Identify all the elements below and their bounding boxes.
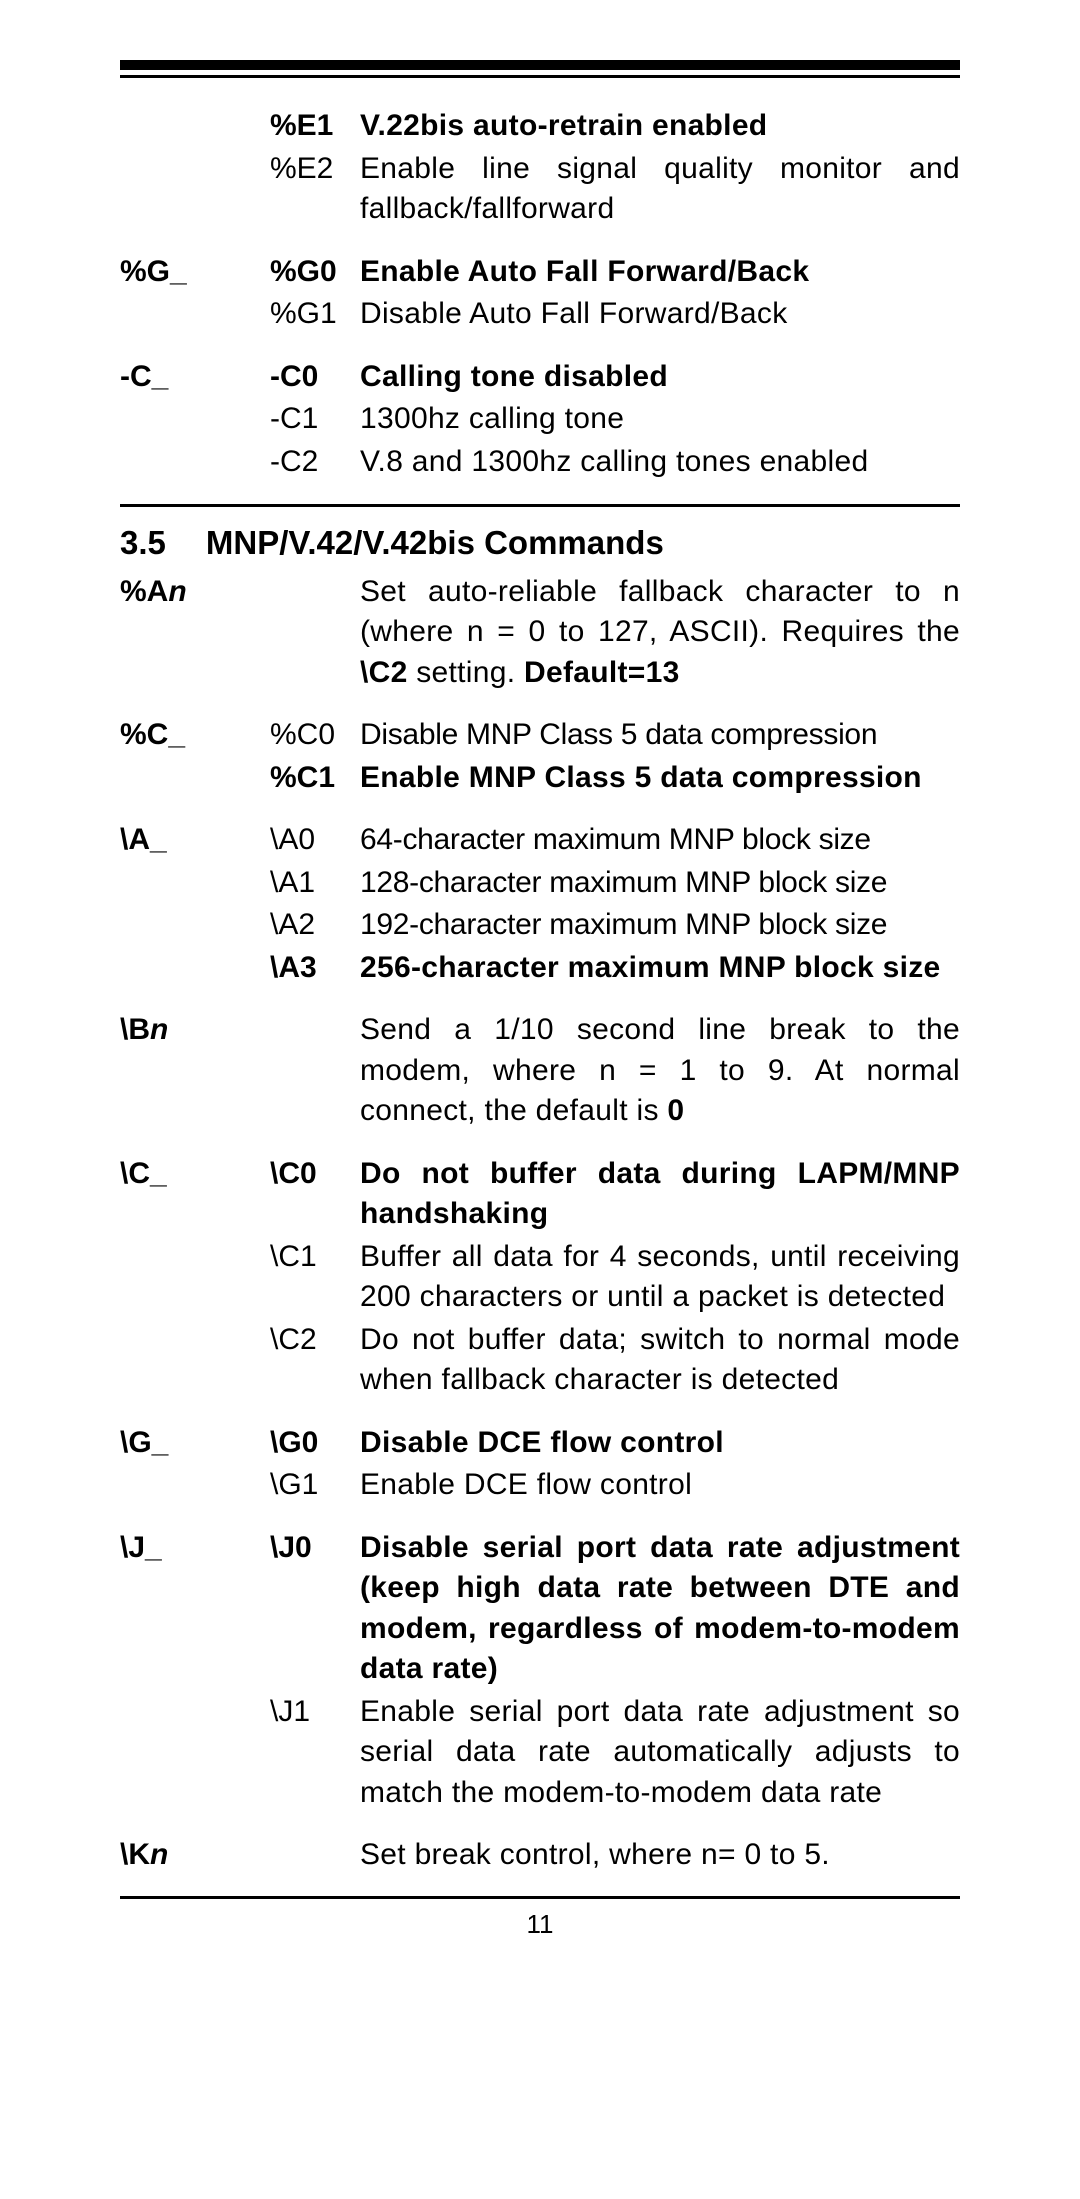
desc: Enable DCE flow control — [360, 1465, 960, 1506]
code: \A2 — [270, 905, 360, 946]
desc: 128-character maximum MNP block size — [360, 863, 960, 904]
desc: Do not buffer data; switch to normal mod… — [360, 1320, 960, 1401]
desc: Buffer all data for 4 seconds, until rec… — [360, 1237, 960, 1318]
desc: Disable serial port data rate adjustment… — [360, 1528, 960, 1690]
cmd-key: %G_ — [120, 252, 270, 293]
section-name: MNP/V.42/V.42bis Commands — [206, 521, 664, 566]
desc: V.8 and 1300hz calling tones enabled — [360, 442, 960, 483]
desc: Enable serial port data rate adjustment … — [360, 1692, 960, 1814]
code: -C1 — [270, 399, 360, 440]
desc: Disable MNP Class 5 data compression — [360, 715, 960, 756]
group-G: %G_ %G0 Enable Auto Fall Forward/Back %G… — [120, 252, 960, 335]
cmd-key: \C_ — [120, 1154, 270, 1195]
code: %E1 — [270, 106, 360, 147]
desc: Disable Auto Fall Forward/Back — [360, 294, 960, 335]
code: %E2 — [270, 149, 360, 190]
cmd-key: \G_ — [120, 1423, 270, 1464]
desc: 192-character maximum MNP block size — [360, 905, 960, 946]
desc: Calling tone disabled — [360, 357, 960, 398]
cmd-key: %C_ — [120, 715, 270, 756]
code: \G0 — [270, 1423, 360, 1464]
code: -C2 — [270, 442, 360, 483]
group-bsJ: \J_ \J0 Disable serial port data rate ad… — [120, 1528, 960, 1814]
code: \G1 — [270, 1465, 360, 1506]
desc: Set break control, where n= 0 to 5. — [360, 1835, 960, 1876]
code: \A3 — [270, 948, 360, 989]
group-Kn: \Kn Set break control, where n= 0 to 5. — [120, 1835, 960, 1876]
desc: Send a 1/10 second line break to the mod… — [360, 1010, 960, 1132]
desc: Enable MNP Class 5 data compression — [360, 758, 960, 799]
cmd-key: -C_ — [120, 357, 270, 398]
code: \A1 — [270, 863, 360, 904]
code: \J0 — [270, 1528, 360, 1569]
desc: 256-character maximum MNP block size — [360, 948, 960, 989]
desc: Do not buffer data during LAPM/MNP hands… — [360, 1154, 960, 1235]
desc: Set auto-reliable fallback character to … — [360, 572, 960, 694]
code: \C2 — [270, 1320, 360, 1361]
cmd-key: \Kn — [120, 1835, 270, 1876]
code: \J1 — [270, 1692, 360, 1733]
group-bsC: \C_ \C0 Do not buffer data during LAPM/M… — [120, 1154, 960, 1401]
group-Bn: \Bn Send a 1/10 second line break to the… — [120, 1010, 960, 1132]
desc: Enable Auto Fall Forward/Back — [360, 252, 960, 293]
desc: V.22bis auto-retrain enabled — [360, 106, 960, 147]
desc: 1300hz calling tone — [360, 399, 960, 440]
cmd-key: \A_ — [120, 820, 270, 861]
group-An: %An Set auto-reliable fallback character… — [120, 572, 960, 694]
cmd-key: \J_ — [120, 1528, 270, 1569]
group-minusC: -C_ -C0 Calling tone disabled -C1 1300hz… — [120, 357, 960, 483]
code: %G1 — [270, 294, 360, 335]
group-E: %E1 V.22bis auto-retrain enabled %E2 Ena… — [120, 106, 960, 230]
code: \A0 — [270, 820, 360, 861]
section-title: 3.5 MNP/V.42/V.42bis Commands — [120, 521, 960, 566]
group-bsA: \A_ \A0 64-character maximum MNP block s… — [120, 820, 960, 988]
section-num: 3.5 — [120, 521, 166, 566]
code: \C0 — [270, 1154, 360, 1195]
desc: 64-character maximum MNP block size — [360, 820, 960, 861]
desc: Enable line signal quality monitor and f… — [360, 149, 960, 230]
group-bsG: \G_ \G0 Disable DCE flow control \G1 Ena… — [120, 1423, 960, 1506]
group-pctC: %C_ %C0 Disable MNP Class 5 data compres… — [120, 715, 960, 798]
code: \C1 — [270, 1237, 360, 1278]
mid-rule — [120, 504, 960, 507]
code: %G0 — [270, 252, 360, 293]
bottom-rule — [120, 1896, 960, 1899]
top-rule — [120, 60, 960, 78]
cmd-key: \Bn — [120, 1010, 270, 1051]
page-number: 11 — [120, 1907, 960, 1942]
code: %C1 — [270, 758, 360, 799]
cmd-key: %An — [120, 572, 270, 613]
code: -C0 — [270, 357, 360, 398]
desc: Disable DCE flow control — [360, 1423, 960, 1464]
code: %C0 — [270, 715, 360, 756]
